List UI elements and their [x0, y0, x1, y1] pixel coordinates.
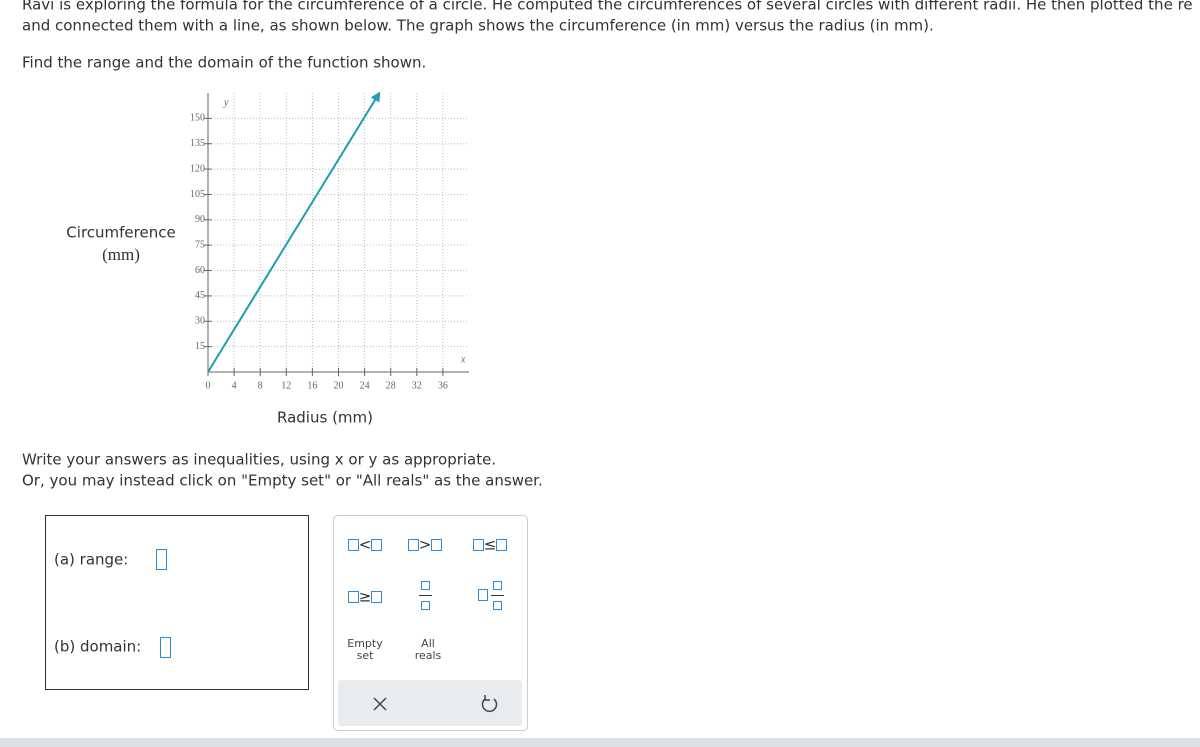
y-tick-label: 90	[195, 214, 205, 225]
data-line	[207, 91, 381, 373]
question: Find the range and the domain of the fun…	[22, 54, 426, 72]
key-box	[408, 539, 419, 551]
x-tick-label: 8	[258, 380, 263, 391]
x-tick-label: 28	[386, 380, 396, 391]
clear-button[interactable]	[373, 697, 387, 711]
plot: 0 4 8 12 16 20 24 28 32 36 15 30 45 60 75 90 105 120 135 15…	[190, 91, 469, 391]
mixed-fraction-key[interactable]	[478, 581, 505, 610]
action-bar	[338, 680, 522, 726]
answer-box	[45, 515, 309, 690]
x-tick-label: 16	[307, 380, 317, 391]
problem-text: and connected them with a line, as shown…	[22, 17, 934, 35]
keypad-keys: < > ≤ ≥	[348, 536, 507, 606]
x-tick-label: 4	[232, 380, 237, 391]
key-box	[371, 539, 382, 551]
key-box	[473, 539, 484, 551]
operator-key[interactable]: <	[359, 536, 372, 554]
y-tick-label: 15	[195, 341, 205, 352]
operator-key[interactable]: ≥	[359, 588, 372, 606]
y-axis-unit: (mm)	[102, 245, 140, 264]
key-box	[348, 591, 359, 603]
y-tick-label: 105	[190, 189, 205, 200]
y-axis-letter: y	[223, 97, 229, 108]
range-label: (a) range:	[54, 551, 128, 569]
key-box	[348, 539, 359, 551]
y-tick-label: 45	[195, 290, 205, 301]
problem-text: Ravi is exploring the formula for the ci…	[22, 0, 1193, 14]
instructions: Write your answers as inequalities, usin…	[22, 451, 496, 469]
key-box	[371, 591, 382, 603]
x-tick-label: 0	[206, 380, 211, 391]
y-tick-label: 30	[195, 316, 205, 327]
domain-input[interactable]	[160, 637, 171, 658]
x-tick-label: 24	[360, 380, 370, 391]
operator-key[interactable]: >	[419, 536, 432, 554]
bottom-bar	[0, 738, 1200, 747]
instructions: Or, you may instead click on "Empty set"…	[22, 472, 543, 490]
x-axis-letter: x	[460, 354, 466, 365]
empty-set-key[interactable]: Empty	[347, 637, 383, 650]
key-box	[496, 539, 507, 551]
all-reals-key[interactable]: reals	[415, 649, 442, 662]
empty-set-key[interactable]: set	[357, 649, 374, 662]
all-reals-key[interactable]: All	[421, 637, 435, 650]
y-tick-label: 135	[190, 138, 205, 149]
undo-button[interactable]	[481, 695, 498, 713]
x-axis-label: Radius (mm)	[277, 409, 373, 427]
y-tick-label: 75	[195, 239, 205, 250]
operator-key[interactable]: ≤	[484, 536, 497, 554]
keypad	[333, 515, 528, 731]
fraction-key[interactable]	[419, 581, 432, 610]
x-tick-label: 20	[334, 380, 344, 391]
y-axis-label: Circumference	[66, 224, 175, 242]
domain-label: (b) domain:	[54, 638, 141, 656]
y-tick-label: 120	[190, 163, 205, 174]
x-tick-label: 36	[438, 380, 448, 391]
y-tick-label: 150	[190, 113, 205, 124]
x-tick-label: 12	[281, 380, 291, 391]
range-input[interactable]	[156, 549, 167, 570]
x-tick-label: 32	[412, 380, 422, 391]
key-box	[431, 539, 442, 551]
y-tick-label: 60	[195, 265, 205, 276]
